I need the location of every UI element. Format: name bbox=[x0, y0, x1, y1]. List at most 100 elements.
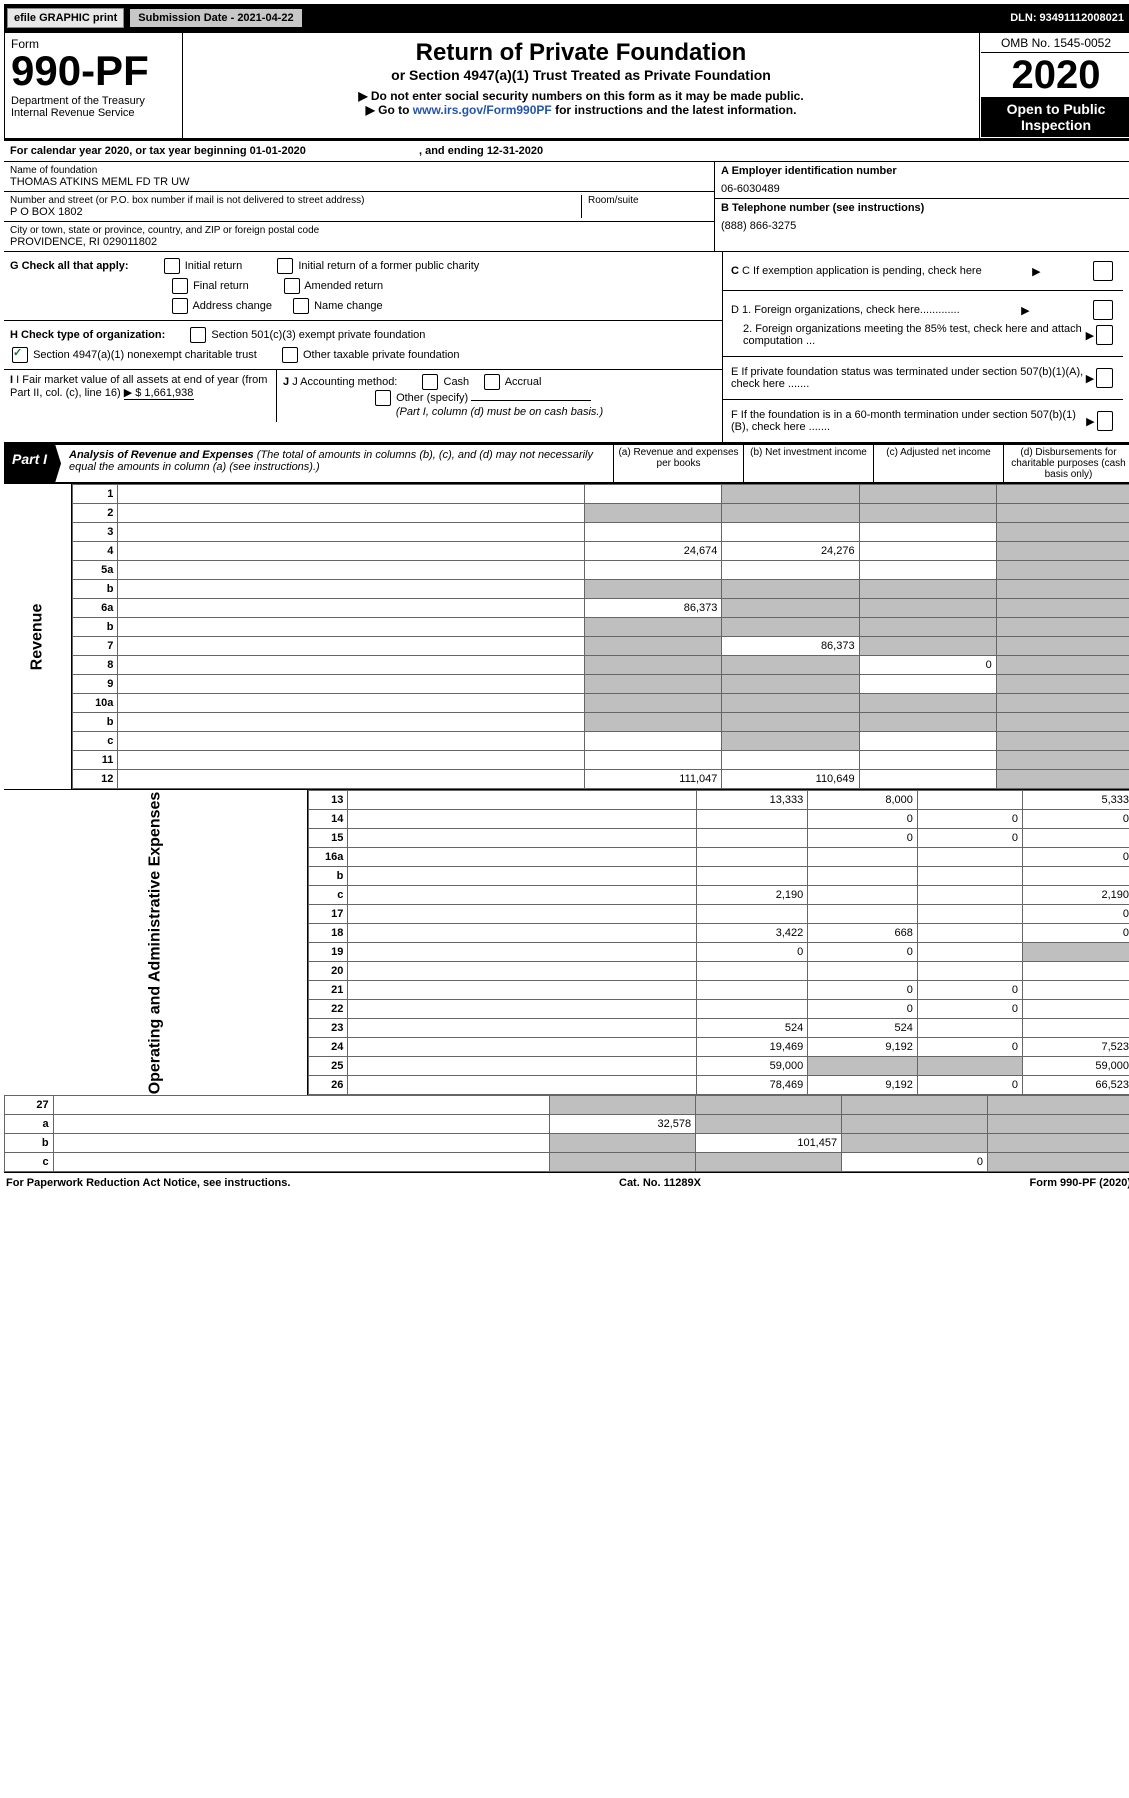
amended-return-checkbox[interactable] bbox=[284, 278, 300, 294]
initial-return-checkbox[interactable] bbox=[164, 258, 180, 274]
c-exemption-label: C C If exemption application is pending,… bbox=[731, 265, 982, 277]
dln: DLN: 93491112008021 bbox=[1010, 12, 1129, 24]
name-change-checkbox[interactable] bbox=[293, 298, 309, 314]
foundation-name: THOMAS ATKINS MEML FD TR UW bbox=[10, 176, 708, 188]
h-org-type: H Check type of organization: Section 50… bbox=[4, 321, 722, 370]
final-return-checkbox[interactable] bbox=[172, 278, 188, 294]
cash-checkbox[interactable] bbox=[422, 374, 438, 390]
address-change-checkbox[interactable] bbox=[172, 298, 188, 314]
e-label: E If private foundation status was termi… bbox=[731, 366, 1086, 390]
other-taxable-checkbox[interactable] bbox=[282, 347, 298, 363]
table-row: b bbox=[72, 713, 1129, 732]
instr-link-line: ▶ Go to www.irs.gov/Form990PF for instru… bbox=[191, 103, 971, 117]
part1-badge: Part I bbox=[4, 445, 61, 482]
g-check-apply: G Check all that apply: Initial return I… bbox=[4, 252, 722, 321]
part1-title: Analysis of Revenue and Expenses bbox=[69, 449, 254, 461]
table-row: b101,457 bbox=[5, 1134, 1129, 1153]
ein-label: A Employer identification number bbox=[721, 165, 1127, 177]
city-label: City or town, state or province, country… bbox=[10, 225, 708, 236]
form-header: Form 990-PF Department of the Treasury I… bbox=[4, 32, 1129, 139]
j-note: (Part I, column (d) must be on cash basi… bbox=[283, 406, 716, 418]
dept-treasury: Department of the Treasury bbox=[11, 95, 176, 107]
d2-label: 2. Foreign organizations meeting the 85%… bbox=[731, 323, 1086, 347]
form-title: Return of Private Foundation bbox=[191, 39, 971, 67]
submission-date: Submission Date - 2021-04-22 bbox=[130, 9, 301, 27]
telephone: (888) 866-3275 bbox=[721, 220, 1127, 232]
table-row: 14000 bbox=[308, 810, 1129, 829]
accrual-checkbox[interactable] bbox=[484, 374, 500, 390]
table-row: 27 bbox=[5, 1096, 1129, 1115]
table-row: 2419,4699,19207,523 bbox=[308, 1038, 1129, 1057]
d2-checkbox[interactable] bbox=[1096, 325, 1113, 345]
table-row: 20 bbox=[308, 962, 1129, 981]
table-row: 2 bbox=[72, 504, 1129, 523]
table-row: 1 bbox=[72, 485, 1129, 504]
col-d-header: (d) Disbursements for charitable purpose… bbox=[1003, 445, 1129, 482]
c-checkbox[interactable] bbox=[1093, 261, 1113, 281]
tel-label: B Telephone number (see instructions) bbox=[721, 202, 1127, 214]
table-row: 1500 bbox=[308, 829, 1129, 848]
table-row: c bbox=[72, 732, 1129, 751]
instr-ssn: ▶ Do not enter social security numbers o… bbox=[191, 89, 971, 103]
table-row: 2678,4699,192066,523 bbox=[308, 1076, 1129, 1095]
irs-label: Internal Revenue Service bbox=[11, 107, 176, 119]
501c3-checkbox[interactable] bbox=[190, 327, 206, 343]
f-checkbox[interactable] bbox=[1097, 411, 1113, 431]
name-label: Name of foundation bbox=[10, 165, 708, 176]
d1-checkbox[interactable] bbox=[1093, 300, 1113, 320]
table-row: 170 bbox=[308, 905, 1129, 924]
form-subtitle: or Section 4947(a)(1) Trust Treated as P… bbox=[191, 67, 971, 83]
tax-year: 2020 bbox=[981, 53, 1129, 97]
city-state-zip: PROVIDENCE, RI 029011802 bbox=[10, 236, 708, 248]
cat-no: Cat. No. 11289X bbox=[619, 1177, 701, 1189]
open-public-inspection: Open to Public Inspection bbox=[981, 97, 1129, 137]
table-row: c2,1902,190 bbox=[308, 886, 1129, 905]
table-row: b bbox=[72, 618, 1129, 637]
table-row: 12111,047110,649 bbox=[72, 770, 1129, 789]
form-number: 990-PF bbox=[11, 47, 176, 95]
table-row: 80 bbox=[72, 656, 1129, 675]
col-a-header: (a) Revenue and expenses per books bbox=[613, 445, 743, 482]
table-row: 5a bbox=[72, 561, 1129, 580]
omb-number: OMB No. 1545-0052 bbox=[981, 34, 1129, 53]
initial-former-checkbox[interactable] bbox=[277, 258, 293, 274]
room-label: Room/suite bbox=[588, 195, 708, 206]
table-row: 9 bbox=[72, 675, 1129, 694]
form-footer: Form 990-PF (2020) bbox=[1030, 1177, 1129, 1189]
top-bar: efile GRAPHIC print Submission Date - 20… bbox=[4, 4, 1129, 32]
table-row: 1900 bbox=[308, 943, 1129, 962]
table-row: 11 bbox=[72, 751, 1129, 770]
efile-print-button[interactable]: efile GRAPHIC print bbox=[7, 8, 124, 28]
table-row: 3 bbox=[72, 523, 1129, 542]
table-row: 23524524 bbox=[308, 1019, 1129, 1038]
col-c-header: (c) Adjusted net income bbox=[873, 445, 1003, 482]
table-row: 2100 bbox=[308, 981, 1129, 1000]
revenue-table: 123424,67424,2765ab6a86,373b786,37380910… bbox=[72, 484, 1129, 789]
paperwork-notice: For Paperwork Reduction Act Notice, see … bbox=[6, 1177, 290, 1189]
table-row: b bbox=[308, 867, 1129, 886]
revenue-side-label: Revenue bbox=[4, 484, 72, 789]
f-label: F If the foundation is in a 60-month ter… bbox=[731, 409, 1086, 433]
i-fmv-amount: ▶ $ 1,661,938 bbox=[124, 386, 194, 400]
calendar-year-bar: For calendar year 2020, or tax year begi… bbox=[4, 139, 1129, 162]
table-row: 6a86,373 bbox=[72, 599, 1129, 618]
table-row: 2559,00059,000 bbox=[308, 1057, 1129, 1076]
table-row: 16a0 bbox=[308, 848, 1129, 867]
other-method-checkbox[interactable] bbox=[375, 390, 391, 406]
table-row: c0 bbox=[5, 1153, 1129, 1172]
table-row: 424,67424,276 bbox=[72, 542, 1129, 561]
ein: 06-6030489 bbox=[721, 183, 1127, 195]
table-row: 1313,3338,0005,333 bbox=[308, 791, 1129, 810]
page-footer: For Paperwork Reduction Act Notice, see … bbox=[4, 1172, 1129, 1193]
4947-checkbox[interactable] bbox=[12, 347, 28, 363]
table-row: 10a bbox=[72, 694, 1129, 713]
col-b-header: (b) Net investment income bbox=[743, 445, 873, 482]
table-row: b bbox=[72, 580, 1129, 599]
table-row: 786,373 bbox=[72, 637, 1129, 656]
table-row: a32,578 bbox=[5, 1115, 1129, 1134]
irs-link[interactable]: www.irs.gov/Form990PF bbox=[413, 103, 552, 117]
e-checkbox[interactable] bbox=[1096, 368, 1113, 388]
d1-label: D 1. Foreign organizations, check here..… bbox=[731, 304, 960, 316]
expenses-table: 1313,3338,0005,33314000150016a0bc2,1902,… bbox=[308, 790, 1129, 1095]
address: P O BOX 1802 bbox=[10, 206, 581, 218]
